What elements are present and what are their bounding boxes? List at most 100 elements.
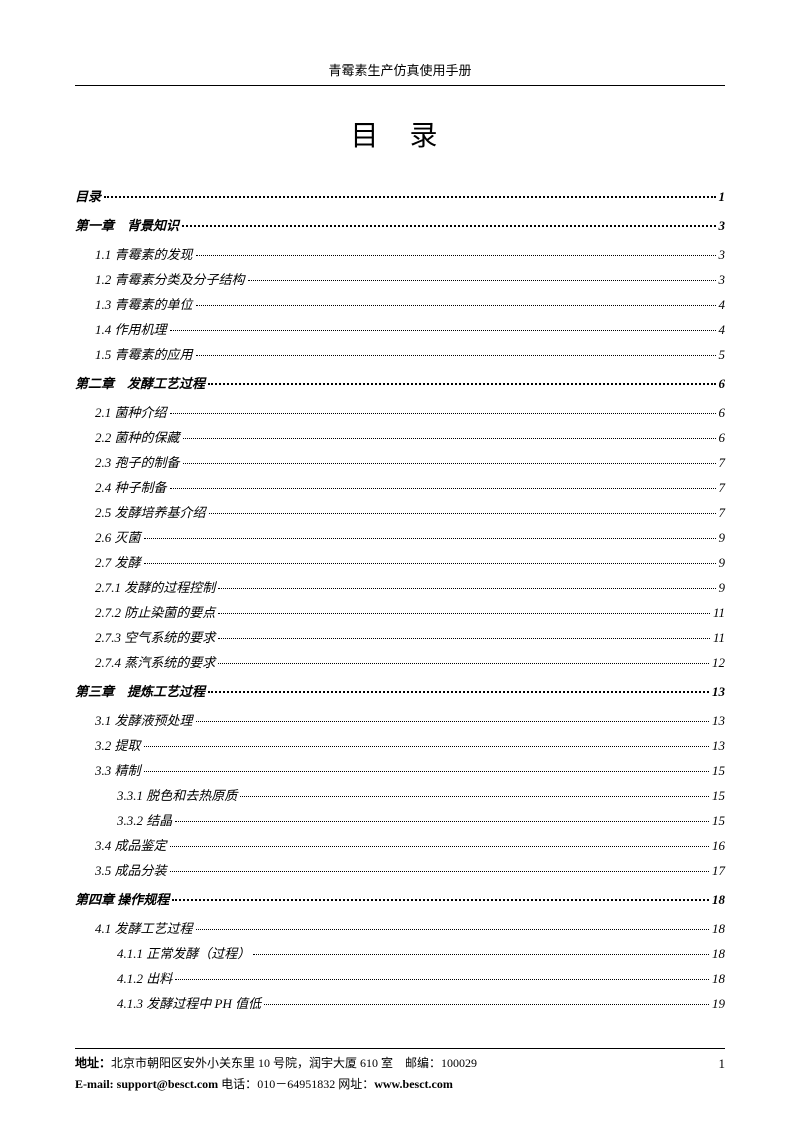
toc-entry-page: 6 (719, 405, 726, 421)
toc-entry-page: 7 (719, 505, 726, 521)
toc-entry-label: 第三章 提炼工艺过程 (75, 681, 205, 700)
toc-leader-dots (172, 899, 709, 901)
footer-address: 地址：北京市朝阳区安外小关东里 10 号院，润宇大厦 610 室 邮编：1000… (75, 1054, 477, 1075)
toc-entry-page: 6 (719, 376, 726, 392)
toc-entry-label: 2.6 灭菌 (95, 527, 141, 546)
toc-entry: 3.3.1 脱色和去热原质 15 (75, 785, 725, 804)
toc-entry: 3.2 提取13 (75, 735, 725, 754)
footer-email: support@besct.com (117, 1077, 219, 1091)
toc-leader-dots (218, 638, 710, 639)
toc-entry-label: 2.7.1 发酵的过程控制 (95, 577, 215, 596)
toc-entry-label: 1.4 作用机理 (95, 319, 167, 338)
toc-entry-page: 13 (712, 684, 725, 700)
toc-entry-label: 第二章 发酵工艺过程 (75, 373, 205, 392)
toc-entry-page: 13 (712, 713, 725, 729)
toc-entry-page: 19 (712, 996, 725, 1012)
footer-website-label: 网址： (335, 1077, 374, 1091)
toc-entry-label: 2.3 孢子的制备 (95, 452, 180, 471)
toc-entry-label: 3.3.1 脱色和去热原质 (117, 785, 237, 804)
toc-leader-dots (208, 691, 709, 693)
toc-entry-label: 4.1.2 出料 (117, 968, 172, 987)
toc-entry-page: 18 (712, 971, 725, 987)
toc-entry-label: 3.4 成品鉴定 (95, 835, 167, 854)
toc-entry-label: 1.3 青霉素的单位 (95, 294, 193, 313)
toc-entry: 2.4 种子制备 7 (75, 477, 725, 496)
toc-entry: 3.4 成品鉴定 16 (75, 835, 725, 854)
toc-leader-dots (218, 588, 715, 589)
toc-entry: 4.1.3 发酵过程中 PH 值低19 (75, 993, 725, 1012)
toc-entry-page: 16 (712, 838, 725, 854)
footer-email-label: E-mail: (75, 1077, 117, 1091)
toc-leader-dots (240, 796, 709, 797)
toc-entry-label: 2.5 发酵培养基介绍 (95, 502, 206, 521)
toc-entry: 2.7.3 空气系统的要求 11 (75, 627, 725, 646)
footer-website: www.besct.com (374, 1077, 453, 1091)
toc-entry-page: 18 (712, 946, 725, 962)
toc-entry: 4.1.2 出料 18 (75, 968, 725, 987)
toc-leader-dots (170, 330, 716, 331)
toc-leader-dots (196, 305, 716, 306)
toc-leader-dots (196, 255, 716, 256)
toc-entry-label: 1.1 青霉素的发现 (95, 244, 193, 263)
footer-address-label: 地址： (75, 1056, 111, 1070)
toc-leader-dots (144, 538, 716, 539)
footer-phone-label: 电话： (218, 1077, 257, 1091)
toc-entry-label: 第一章 背景知识 (75, 215, 179, 234)
toc-entry: 2.7.1 发酵的过程控制9 (75, 577, 725, 596)
toc-entry: 2.7 发酵 9 (75, 552, 725, 571)
toc-entry-label: 1.2 青霉素分类及分子结构 (95, 269, 245, 288)
toc-entry-page: 13 (712, 738, 725, 754)
toc-entry-page: 1 (719, 189, 726, 205)
toc-entry: 目录1 (75, 186, 725, 205)
toc-entry: 2.5 发酵培养基介绍 7 (75, 502, 725, 521)
toc-entry-page: 11 (713, 630, 725, 646)
toc-leader-dots (264, 1004, 709, 1005)
toc-entry: 1.1 青霉素的发现 3 (75, 244, 725, 263)
toc-entry: 3.3.2 结晶15 (75, 810, 725, 829)
toc-leader-dots (175, 979, 709, 980)
toc-leader-dots (196, 929, 709, 930)
page-number: 1 (719, 1054, 726, 1075)
toc-entry-label: 2.7.4 蒸汽系统的要求 (95, 652, 215, 671)
toc-entry: 第三章 提炼工艺过程 13 (75, 681, 725, 700)
toc-leader-dots (209, 513, 716, 514)
toc-leader-dots (218, 663, 709, 664)
toc-entry-page: 6 (719, 430, 726, 446)
toc-leader-dots (170, 488, 716, 489)
toc-entry-page: 7 (719, 480, 726, 496)
toc-entry: 1.2 青霉素分类及分子结构3 (75, 269, 725, 288)
toc-entry-label: 1.5 青霉素的应用 (95, 344, 193, 363)
toc-entry-label: 2.7.3 空气系统的要求 (95, 627, 215, 646)
toc-leader-dots (248, 280, 716, 281)
table-of-contents: 目录1第一章 背景知识31.1 青霉素的发现31.2 青霉素分类及分子结构31.… (75, 186, 725, 1012)
toc-entry-page: 4 (719, 297, 726, 313)
toc-entry-label: 2.4 种子制备 (95, 477, 167, 496)
toc-entry: 第一章 背景知识3 (75, 215, 725, 234)
toc-entry-page: 4 (719, 322, 726, 338)
toc-entry: 3.5 成品分装17 (75, 860, 725, 879)
toc-leader-dots (170, 413, 716, 414)
toc-entry-label: 3.5 成品分装 (95, 860, 167, 879)
toc-entry: 1.4 作用机理 4 (75, 319, 725, 338)
toc-entry-page: 15 (712, 788, 725, 804)
toc-entry: 2.7.2 防止染菌的要点11 (75, 602, 725, 621)
toc-entry-page: 3 (719, 247, 726, 263)
toc-entry: 1.5 青霉素的应用 5 (75, 344, 725, 363)
toc-leader-dots (196, 355, 716, 356)
toc-leader-dots (208, 383, 715, 385)
toc-entry: 2.6 灭菌9 (75, 527, 725, 546)
toc-entry-page: 15 (712, 763, 725, 779)
running-header: 青霉素生产仿真使用手册 (75, 60, 725, 86)
page-footer: 地址：北京市朝阳区安外小关东里 10 号院，润宇大厦 610 室 邮编：1000… (75, 1048, 725, 1094)
footer-phone: 010－64951832 (257, 1077, 335, 1091)
toc-leader-dots (183, 463, 716, 464)
toc-entry-page: 9 (719, 555, 726, 571)
toc-entry: 第二章 发酵工艺过程 6 (75, 373, 725, 392)
toc-leader-dots (170, 871, 709, 872)
toc-entry-label: 2.7.2 防止染菌的要点 (95, 602, 215, 621)
toc-entry-page: 5 (719, 347, 726, 363)
toc-leader-dots (144, 563, 716, 564)
toc-entry: 4.1.1 正常发酵（过程）18 (75, 943, 725, 962)
toc-entry: 3.3 精制15 (75, 760, 725, 779)
toc-entry-label: 2.7 发酵 (95, 552, 141, 571)
